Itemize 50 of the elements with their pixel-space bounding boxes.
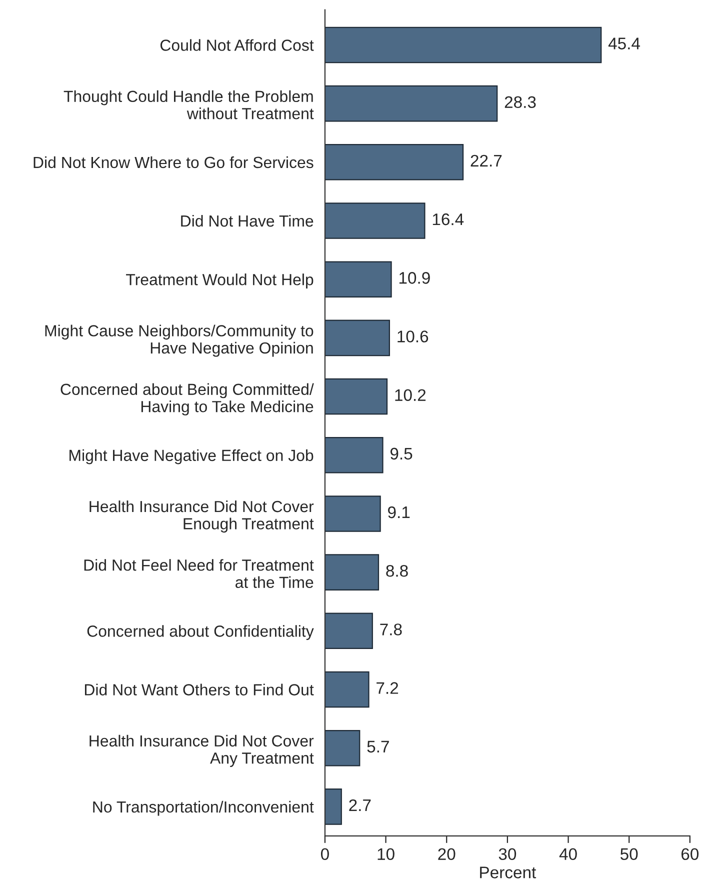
x-tick-label: 0 (320, 848, 329, 860)
bar (324, 261, 392, 298)
bar (324, 85, 498, 122)
data-label: 10.9 (399, 272, 430, 284)
bar (324, 496, 381, 532)
data-label: 10.6 (398, 330, 428, 342)
y-tick-label: Did Not Want Others to Find Out (84, 684, 314, 696)
y-tick-label: Treatment Would Not Help (126, 274, 314, 288)
bar (324, 378, 388, 415)
data-label: 22.7 (470, 154, 502, 166)
y-tick-label: Did Not Know Where to Go for Services (34, 156, 314, 168)
y-tick-label: Did Not Feel Need for Treatment at the Time (84, 559, 314, 588)
data-label: 9.5 (390, 448, 412, 460)
x-tick-label: 50 (620, 848, 638, 860)
bar (324, 671, 370, 708)
data-label: 7.8 (380, 624, 402, 636)
y-tick-label: Health Insurance Did Not Cover Any Treatment (90, 734, 314, 767)
data-label: 16.4 (432, 213, 464, 226)
data-label: 28.3 (504, 96, 536, 108)
data-label: 45.4 (608, 38, 640, 50)
y-tick-label: Might Cause Neighbors/Community to Have Negative Opinion (45, 324, 314, 357)
x-tick-label: 40 (559, 848, 577, 860)
y-tick-label: Could Not Afford Cost (160, 39, 314, 51)
y-tick-label: Health Insurance Did Not Cover Enough Treatment (90, 500, 314, 533)
y-tick-label: No Transportation/Inconvenient (93, 800, 314, 816)
data-label: 2.7 (349, 799, 371, 811)
bar (324, 26, 602, 64)
data-label: 5.7 (367, 740, 389, 753)
x-axis-title: Percent (480, 866, 536, 878)
data-label: 10.2 (395, 389, 426, 402)
y-tick-label: Concerned about Confidentiality (87, 625, 314, 640)
bar (324, 202, 426, 239)
y-tick-label: Thought Could Handle the Problem without Treatment (64, 90, 314, 120)
bar (324, 554, 380, 590)
x-tick-label: 60 (682, 848, 699, 860)
bar (324, 320, 390, 356)
y-tick-label: Might Have Negative Effect on Job (70, 449, 314, 464)
bar (324, 436, 384, 474)
x-tick-label: 20 (438, 848, 456, 860)
data-label: 8.8 (386, 564, 408, 577)
bar (324, 144, 464, 180)
y-tick-label: Concerned about Being Committed/ Having to Take Medicine (60, 383, 314, 416)
data-label: 9.1 (388, 506, 410, 518)
x-tick-label: 30 (498, 848, 516, 860)
bar (324, 612, 373, 650)
data-label: 7.2 (376, 682, 398, 694)
bar (324, 788, 342, 825)
y-tick-label: Did Not Have Time (181, 214, 314, 227)
bar (324, 730, 360, 766)
x-tick-label: 10 (378, 848, 394, 860)
